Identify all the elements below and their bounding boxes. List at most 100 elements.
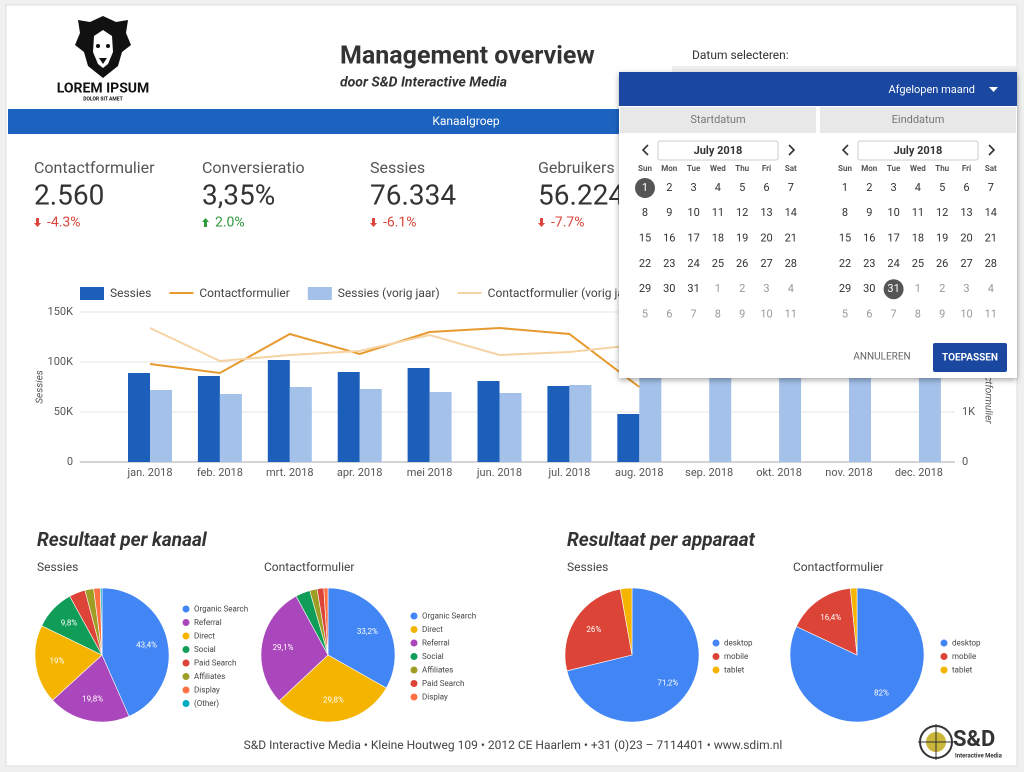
calendar-day[interactable]: 1	[715, 282, 721, 295]
calendar-day[interactable]: 24	[687, 257, 699, 270]
x-tick-label: mrt. 2018	[266, 466, 314, 479]
calendar-day[interactable]: 10	[960, 307, 972, 320]
x-tick-label: nov. 2018	[825, 466, 872, 479]
calendar-day[interactable]: 2	[939, 282, 945, 295]
calendar-day[interactable]: 1	[915, 282, 921, 295]
preset-select[interactable]: Afgelopen maand	[888, 83, 975, 96]
calendar-day[interactable]: 18	[912, 232, 924, 245]
calendar-day[interactable]: 4	[988, 282, 994, 295]
calendar-day[interactable]: 21	[785, 232, 797, 245]
calendar-day[interactable]: 28	[985, 257, 997, 270]
calendar-day[interactable]: 11	[785, 307, 797, 320]
calendar-day[interactable]: 16	[663, 232, 675, 245]
calendar-day[interactable]: 14	[985, 206, 997, 219]
calendar-day[interactable]: 28	[785, 257, 797, 270]
next-month[interactable]	[788, 144, 796, 156]
calendar-day[interactable]: 15	[839, 232, 851, 245]
calendar-day[interactable]: 27	[960, 257, 972, 270]
calendar-day[interactable]: 20	[760, 232, 772, 245]
calendar-day[interactable]: 4	[715, 181, 721, 194]
calendar-day[interactable]: 9	[739, 307, 745, 320]
calendar-day[interactable]: 15	[639, 232, 651, 245]
calendar-day[interactable]: 17	[887, 232, 899, 245]
calendar-day[interactable]: 8	[642, 206, 648, 219]
calendar-day[interactable]: 10	[887, 206, 899, 219]
calendar-day[interactable]: 23	[663, 257, 675, 270]
calendar-day[interactable]: 10	[687, 206, 699, 219]
calendar-day[interactable]: 3	[963, 282, 969, 295]
calendar-day[interactable]: 8	[842, 206, 848, 219]
calendar-day[interactable]: 10	[760, 307, 772, 320]
calendar-day[interactable]: 30	[863, 282, 875, 295]
calendar-day[interactable]: 21	[985, 232, 997, 245]
calendar-day[interactable]: 17	[687, 232, 699, 245]
calendar-day[interactable]: 23	[863, 257, 875, 270]
calendar-day[interactable]: 3	[691, 181, 697, 194]
calendar-day[interactable]: 2	[866, 181, 872, 194]
y-axis-title: Sessies	[35, 370, 46, 403]
calendar-day[interactable]: 22	[639, 257, 651, 270]
legend-swatch	[712, 653, 720, 660]
calendar-day[interactable]: 25	[712, 257, 724, 270]
calendar-day[interactable]: 1	[642, 181, 648, 194]
calendar-day[interactable]: 7	[988, 181, 994, 194]
calendar-day[interactable]: 5	[842, 307, 848, 320]
calendar-day[interactable]: 4	[915, 181, 921, 194]
prev-month[interactable]	[841, 144, 849, 156]
calendar-day[interactable]: 9	[866, 206, 872, 219]
calendar-day[interactable]: 26	[936, 257, 948, 270]
calendar-day[interactable]: 19	[736, 232, 748, 245]
calendar-day[interactable]: 29	[839, 282, 851, 295]
calendar-day[interactable]: 31	[887, 282, 899, 295]
date-selector[interactable]	[672, 66, 1017, 74]
slice-label: 19%	[49, 657, 64, 666]
calendar-day[interactable]: 12	[936, 206, 948, 219]
calendar-day[interactable]: 8	[915, 307, 921, 320]
calendar-day[interactable]: 2	[739, 282, 745, 295]
calendar-day[interactable]: 5	[642, 307, 648, 320]
calendar-day[interactable]: 26	[736, 257, 748, 270]
calendar-day[interactable]: 6	[963, 181, 969, 194]
calendar-day[interactable]: 27	[760, 257, 772, 270]
y-tick-label: 100K	[48, 355, 74, 368]
calendar-day[interactable]: 4	[788, 282, 794, 295]
calendar-day[interactable]: 11	[985, 307, 997, 320]
calendar-day[interactable]: 6	[763, 181, 769, 194]
calendar-day[interactable]: 6	[866, 307, 872, 320]
calendar-day[interactable]: 6	[666, 307, 672, 320]
apply-button-bg[interactable]	[933, 343, 1007, 372]
calendar-day[interactable]: 7	[788, 181, 794, 194]
section-title: Resultaat per kanaal	[37, 528, 208, 551]
calendar-day[interactable]: 31	[687, 282, 699, 295]
calendar-day[interactable]: 19	[936, 232, 948, 245]
calendar-day[interactable]: 9	[666, 206, 672, 219]
calendar-day[interactable]: 11	[912, 206, 924, 219]
calendar-day[interactable]: 7	[691, 307, 697, 320]
calendar-day[interactable]: 20	[960, 232, 972, 245]
calendar-day[interactable]: 8	[715, 307, 721, 320]
calendar-day[interactable]: 5	[739, 181, 745, 194]
calendar-day[interactable]: 7	[891, 307, 897, 320]
next-month[interactable]	[988, 144, 996, 156]
calendar-day[interactable]: 14	[785, 206, 797, 219]
calendar-day[interactable]: 13	[960, 206, 972, 219]
calendar-day[interactable]: 29	[639, 282, 651, 295]
apply-button[interactable]: TOEPASSEN	[942, 353, 998, 364]
calendar-day[interactable]: 25	[912, 257, 924, 270]
calendar-day[interactable]: 30	[663, 282, 675, 295]
calendar-day[interactable]: 22	[839, 257, 851, 270]
calendar-day[interactable]: 18	[712, 232, 724, 245]
calendar-day[interactable]: 3	[891, 181, 897, 194]
calendar-day[interactable]: 5	[939, 181, 945, 194]
calendar-day[interactable]: 2	[666, 181, 672, 194]
calendar-day[interactable]: 3	[763, 282, 769, 295]
calendar-day[interactable]: 11	[712, 206, 724, 219]
calendar-day[interactable]: 16	[863, 232, 875, 245]
calendar-day[interactable]: 13	[760, 206, 772, 219]
calendar-day[interactable]: 24	[887, 257, 899, 270]
cancel-button[interactable]: ANNULEREN	[853, 352, 910, 363]
prev-month[interactable]	[641, 144, 649, 156]
calendar-day[interactable]: 1	[842, 181, 848, 194]
calendar-day[interactable]: 9	[939, 307, 945, 320]
calendar-day[interactable]: 12	[736, 206, 748, 219]
